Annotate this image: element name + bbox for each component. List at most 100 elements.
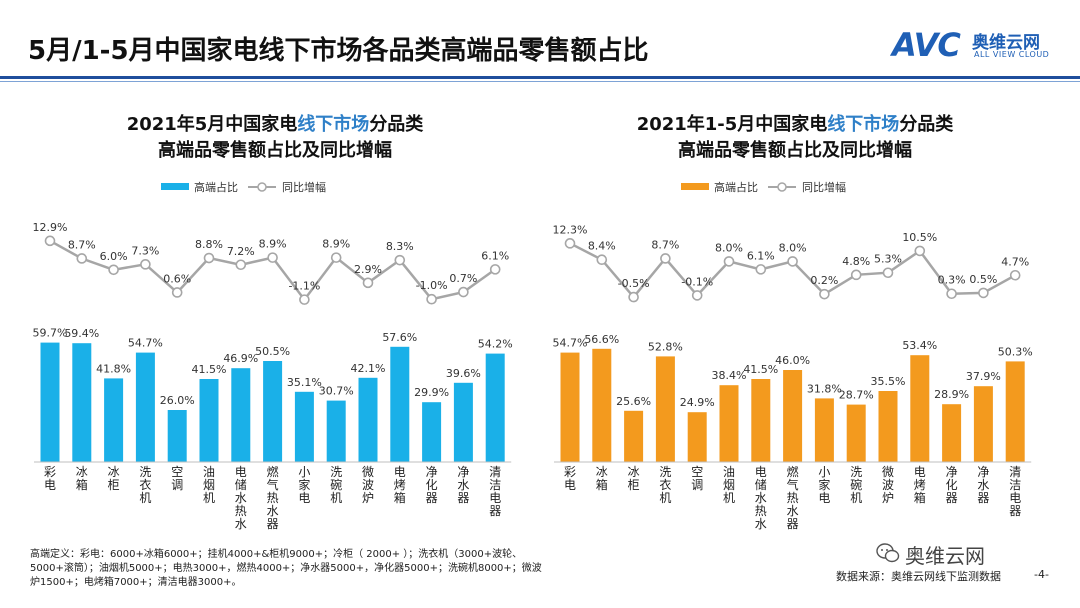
avc-logo: AVC 奥维云网 ALL VIEW CLOUD [892,26,1062,66]
chart-title-part: 分品类 [899,113,954,135]
bar [910,355,930,462]
legend-bar-label: 高端占比 [194,180,238,194]
legend-line-marker [257,182,267,192]
line-point [426,293,437,305]
category-label: 电储水热水器 [755,465,767,530]
line-data-label: 8.4% [588,240,616,253]
line-point [628,291,639,303]
line-point [458,286,469,298]
category-label: 净水器 [457,465,469,505]
bar [942,404,962,462]
bar-data-label: 26.0% [160,394,195,407]
category-label: 洗衣机 [139,465,151,505]
bar-data-label: 56.6% [584,333,619,346]
category-label: 清洁电器 [489,465,501,518]
bar-data-label: 31.8% [807,382,842,395]
bar-data-label: 50.5% [255,345,290,358]
bar [783,370,803,462]
line-point [819,288,830,300]
line-data-label: 12.9% [33,221,68,234]
line-point [171,287,183,298]
chart-title-line2: 高端品零售额占比及同比增幅 [158,139,392,161]
bar [326,400,346,462]
bar [263,361,283,462]
line-point [660,253,671,264]
data-source: 数据来源：奥维云网线下监测数据 [836,570,1001,583]
chart-title-highlight: 线下市场 [827,113,899,135]
bar-data-label: 46.0% [775,354,810,367]
category-label: 微波炉 [882,465,894,505]
line-data-label: 5.3% [874,253,902,266]
line-data-label: 4.8% [842,255,870,268]
bar [624,410,644,462]
line-point [787,256,798,267]
category-label: 净化器 [946,465,958,505]
bar [814,398,834,462]
bar [135,352,155,462]
line-data-label: 8.7% [68,238,96,251]
line-data-label: 8.9% [322,238,350,251]
category-label: 电烤箱 [394,465,406,505]
bar [719,385,739,462]
bar [72,343,92,462]
wechat-icon [876,543,900,563]
title-divider-thin [0,81,1080,82]
bar-data-label: 24.9% [680,396,715,409]
bar [560,352,580,462]
bar [846,404,866,462]
bar-data-label: 54.2% [478,338,513,351]
bar-data-label: 54.7% [553,337,588,350]
line-point [76,253,88,264]
line-data-label: -1.1% [288,280,320,293]
bar-data-label: 42.1% [351,362,386,375]
bar-data-label: 57.6% [382,331,417,344]
bar-data-label: 29.9% [414,386,449,399]
category-label: 清洁电器 [1009,465,1021,518]
category-label: 燃气热水器 [787,464,799,530]
bar [878,391,898,462]
legend-bar-swatch [681,183,709,190]
bar-data-label: 41.5% [192,363,227,376]
bar-data-label: 50.3% [998,345,1033,358]
bar-data-label: 25.6% [616,395,651,408]
category-label: 空调 [171,465,183,492]
bar [167,410,187,462]
line-data-label: 10.5% [902,231,937,244]
line-point [394,254,406,266]
line-data-label: 4.7% [1001,255,1029,268]
bar [104,378,124,462]
line-data-label: 8.8% [195,238,223,251]
bar [358,377,378,462]
bar-data-label: 41.8% [96,362,131,375]
line-point [564,238,576,249]
line-point [755,264,767,275]
category-label: 电储水热水器 [235,465,247,530]
line-point [596,254,608,266]
bar [1005,361,1025,462]
line-data-label: 8.7% [651,238,679,251]
line-point [330,252,342,263]
category-label: 油烟机 [203,465,215,505]
bar [231,368,251,462]
logo-mark: AVC [892,26,961,64]
bar-data-label: 37.9% [966,370,1001,383]
category-label: 冰箱 [76,465,88,492]
bar-data-label: 59.4% [64,327,99,340]
bar [687,412,707,462]
chart-title-line2: 高端品零售额占比及同比增幅 [678,139,912,161]
line-point [267,252,278,263]
category-label: 冰箱 [596,465,608,492]
bar [973,386,993,462]
line-point [723,256,735,267]
category-label: 洗碗机 [850,465,862,505]
line-point [882,267,894,279]
line-data-label: 8.9% [259,238,287,251]
bar [199,379,219,462]
bar-data-label: 28.7% [839,389,874,402]
line-point [44,235,56,247]
line-data-label: 0.2% [810,274,838,287]
line-point [140,259,151,270]
bar-data-label: 28.9% [934,388,969,401]
line-data-label: 6.0% [100,250,128,263]
